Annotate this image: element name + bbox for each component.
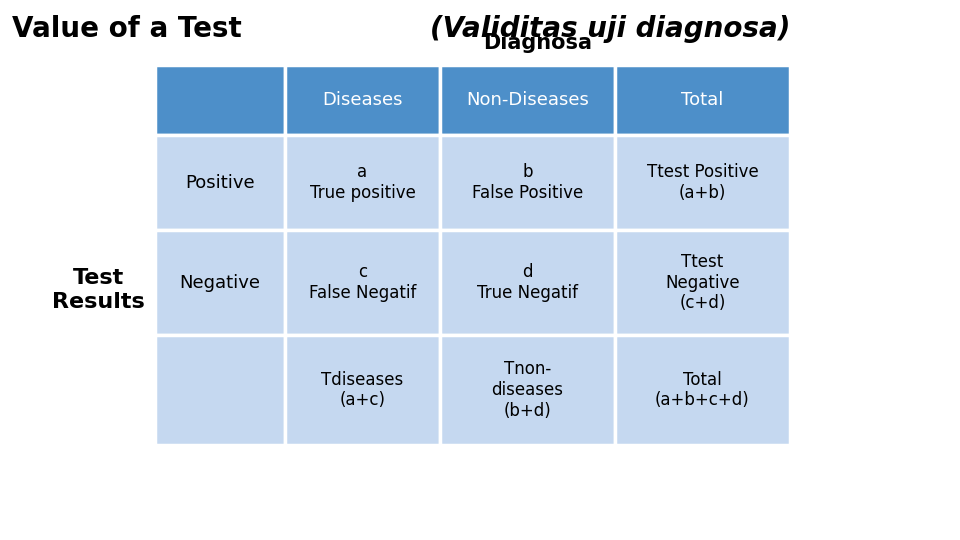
Bar — [285, 335, 440, 445]
Text: Negative: Negative — [180, 273, 260, 292]
Text: Non-Diseases: Non-Diseases — [466, 91, 588, 109]
Text: Ttest
Negative
(c+d): Ttest Negative (c+d) — [665, 253, 740, 312]
Bar — [440, 65, 615, 135]
Bar — [440, 230, 615, 335]
Text: Ttest Positive
(a+b): Ttest Positive (a+b) — [647, 163, 758, 202]
Bar — [285, 65, 440, 135]
Bar — [440, 335, 615, 445]
Bar — [285, 230, 440, 335]
Text: Tnon-
diseases
(b+d): Tnon- diseases (b+d) — [492, 360, 564, 420]
Text: Total
(a+b+c+d): Total (a+b+c+d) — [655, 370, 750, 409]
Bar — [615, 65, 790, 135]
Bar — [440, 135, 615, 230]
Text: b
False Positive: b False Positive — [472, 163, 583, 202]
Bar — [155, 135, 285, 230]
Text: Test
Results: Test Results — [52, 268, 145, 312]
Bar — [615, 230, 790, 335]
Bar — [155, 65, 285, 135]
Text: Diagnosa: Diagnosa — [483, 33, 592, 53]
Text: d
True Negatif: d True Negatif — [477, 263, 578, 302]
Text: Total: Total — [682, 91, 724, 109]
Text: (Validitas uji diagnosa): (Validitas uji diagnosa) — [430, 15, 790, 43]
Text: Value of a Test: Value of a Test — [12, 15, 242, 43]
Bar — [615, 335, 790, 445]
Bar — [155, 230, 285, 335]
Bar — [285, 135, 440, 230]
Text: Tdiseases
(a+c): Tdiseases (a+c) — [322, 370, 403, 409]
Bar — [155, 335, 285, 445]
Text: a
True positive: a True positive — [309, 163, 416, 202]
Text: Diseases: Diseases — [323, 91, 403, 109]
Text: c
False Negatif: c False Negatif — [309, 263, 417, 302]
Text: Positive: Positive — [185, 173, 254, 192]
Bar — [615, 135, 790, 230]
